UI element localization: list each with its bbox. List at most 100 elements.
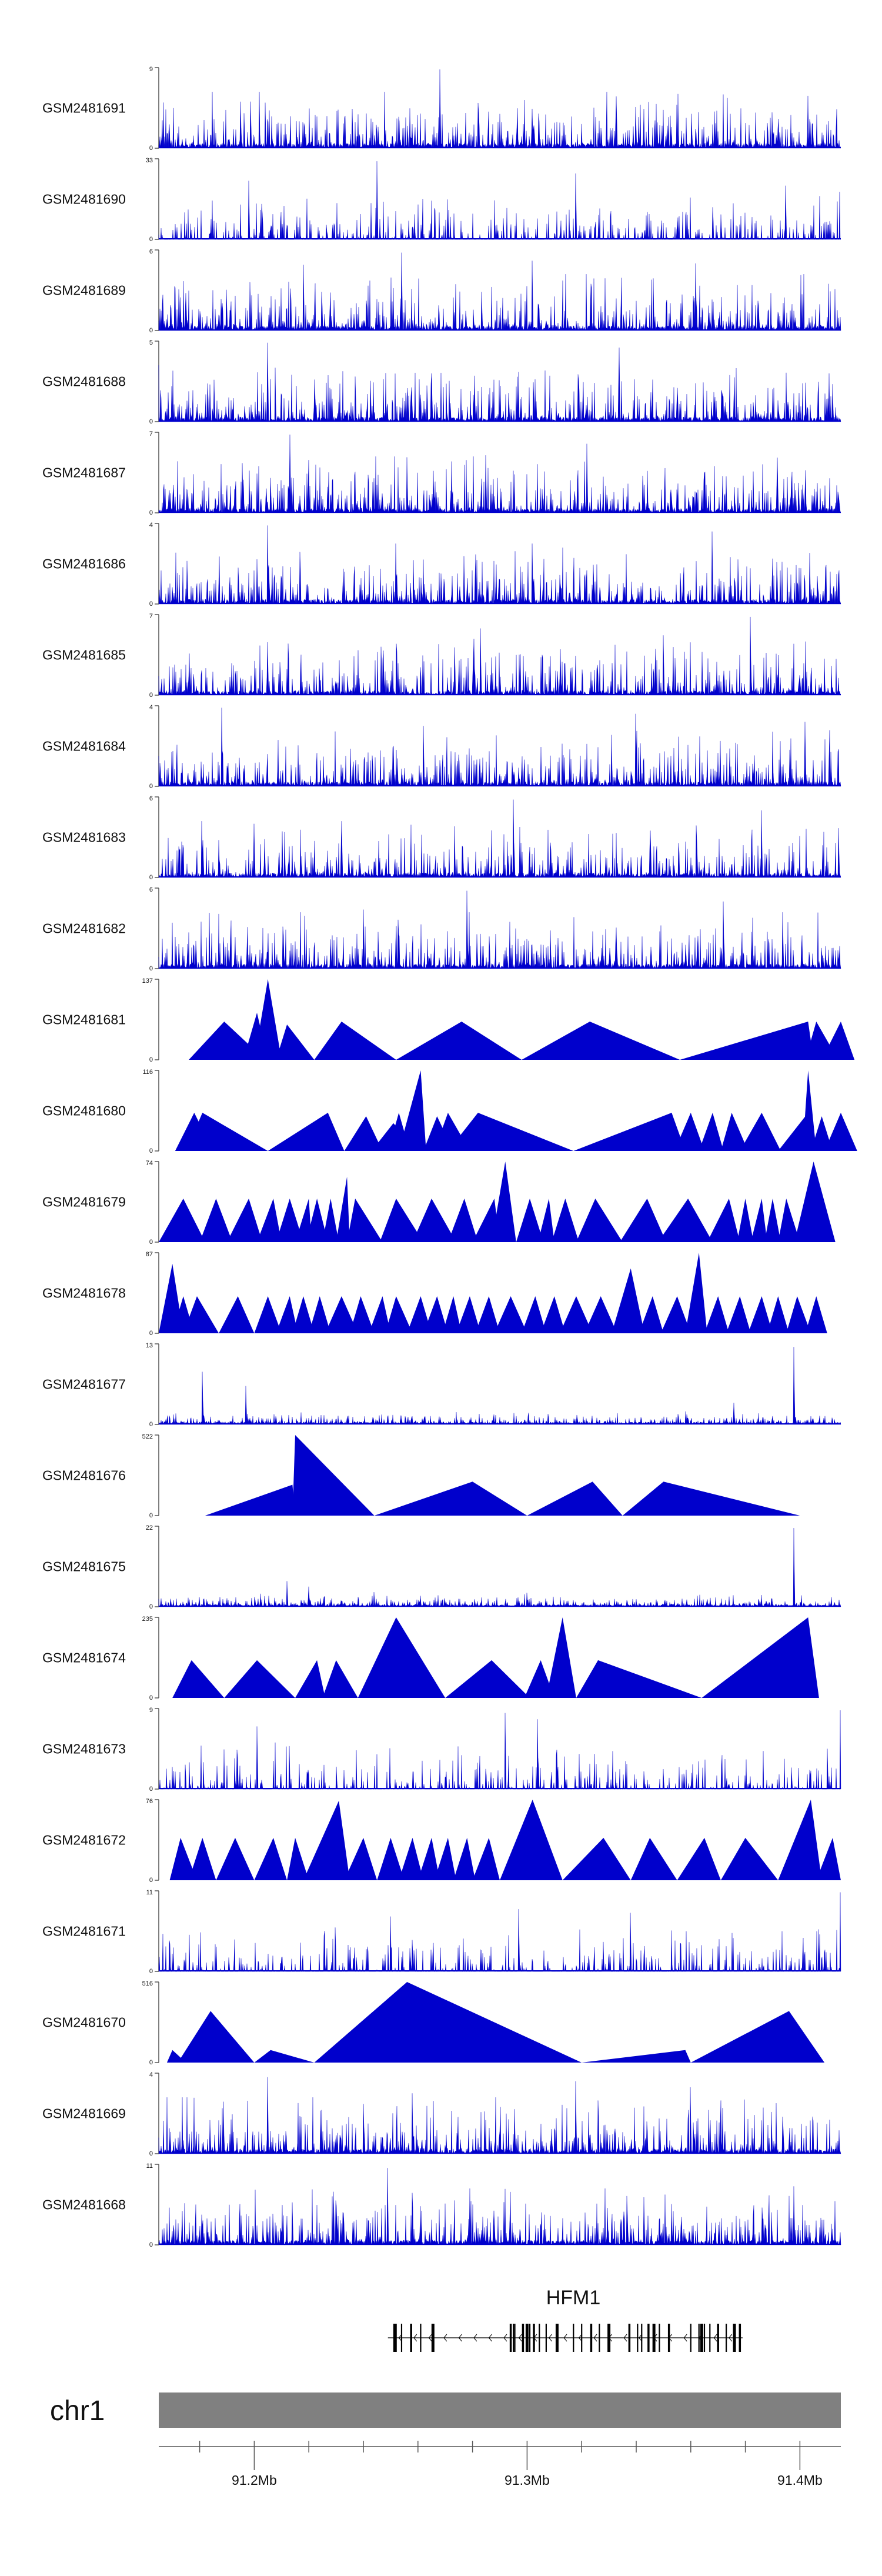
gene-exon (555, 2324, 559, 2352)
y-tick-label: 4 (149, 2071, 153, 2078)
strand-chevron-icon (473, 2334, 477, 2342)
coverage-peak (794, 1162, 836, 1242)
coverage-peak (445, 1660, 530, 1698)
coverage-peak (377, 1837, 405, 1880)
coverage-area (158, 799, 841, 878)
track-GSM2481669: GSM2481669 4 0 (42, 2071, 841, 2157)
track-GSM2481689: GSM2481689 6 0 (42, 248, 841, 334)
strand-chevron-icon (669, 2334, 673, 2342)
coverage-peak (750, 1198, 767, 1242)
coverage-peak (562, 1837, 631, 1880)
y-tick-label: 0 (149, 2241, 153, 2248)
track-label: GSM2481677 (42, 1377, 126, 1392)
y-tick-label: 0 (149, 2059, 153, 2066)
coverage-peak (292, 1435, 375, 1516)
coverage-peak (268, 1113, 345, 1151)
strand-chevron-icon (413, 2334, 417, 2342)
strand-chevron-icon (518, 2334, 522, 2342)
coverage-peak (720, 1837, 779, 1880)
coverage-area (158, 69, 841, 149)
track-label: GSM2481675 (42, 1559, 126, 1574)
coverage-peak (726, 1296, 751, 1333)
coverage-peak (159, 1263, 183, 1333)
coverage-peak (199, 1198, 233, 1242)
coverage-peak (369, 1296, 391, 1333)
y-tick-label: 0 (149, 1603, 153, 1610)
track-label: GSM2481669 (42, 2106, 126, 2121)
coverage-area (158, 708, 841, 787)
track-GSM2481690: GSM2481690 33 0 (42, 157, 841, 243)
coverage-peak (620, 1198, 667, 1242)
gene-exon (509, 2324, 512, 2352)
gene-model (387, 2324, 743, 2352)
coverage-peak (254, 2050, 315, 2063)
coverage-peak (159, 1198, 205, 1242)
coverage-peak (186, 1113, 268, 1151)
gene-exon (700, 2324, 703, 2352)
track-GSM2481686: GSM2481686 4 0 (42, 522, 841, 608)
track-GSM2481676: GSM2481676 522 0 (42, 1433, 800, 1519)
y-tick-label: 76 (146, 1798, 153, 1805)
track-GSM2481691: GSM2481691 9 0 (42, 66, 841, 152)
strand-chevron-icon (503, 2334, 507, 2342)
coverage-peak (805, 1296, 827, 1333)
coverage-peak (276, 1025, 315, 1060)
coverage-area (158, 1710, 841, 1790)
coverage-peak (227, 1198, 263, 1242)
track-label: GSM2481674 (42, 1650, 126, 1666)
coverage-baseline (159, 785, 841, 786)
y-tick-label: 22 (146, 1524, 153, 1531)
gene-exon (420, 2324, 422, 2352)
coverage-peak (516, 1198, 544, 1242)
coverage-peak (658, 1198, 713, 1242)
coverage-peak (552, 1198, 579, 1242)
strand-chevron-icon (578, 2334, 582, 2342)
coverage-peak (764, 1198, 781, 1242)
coverage-peak (584, 1296, 617, 1333)
coverage-peak (680, 1022, 814, 1060)
coverage-peak (677, 1837, 721, 1880)
strand-chevron-icon (443, 2334, 447, 2342)
track-label: GSM2481680 (42, 1103, 126, 1119)
coverage-peak (582, 2050, 691, 2063)
coverage-peak (704, 1296, 729, 1333)
y-tick-label: 0 (149, 1330, 153, 1337)
coverage-baseline (159, 329, 841, 331)
track-label: GSM2481687 (42, 465, 126, 481)
coverage-peak (537, 1198, 554, 1242)
coverage-peak (699, 1113, 724, 1151)
y-tick-label: 0 (149, 1786, 153, 1793)
y-tick-label: 0 (149, 1877, 153, 1884)
track-GSM2481673: GSM2481673 9 0 (42, 1707, 841, 1793)
y-tick-label: 7 (149, 431, 153, 438)
coverage-area (158, 890, 841, 969)
coverage-peak (816, 1837, 841, 1880)
y-tick-label: 5 (149, 339, 153, 346)
coverage-peak (442, 1296, 462, 1333)
coverage-area (158, 161, 841, 240)
track-GSM2481681: GSM2481681 137 0 (42, 977, 855, 1063)
coverage-peak (314, 1982, 582, 2063)
coverage-peak (385, 1296, 413, 1333)
coverage-baseline (159, 1423, 841, 1424)
coverage-peak (748, 1296, 773, 1333)
gene-exon (739, 2324, 741, 2352)
coverage-peak (560, 1296, 593, 1333)
coverage-baseline (159, 876, 841, 877)
x-tick-label: 91.2Mb (232, 2472, 277, 2488)
coverage-area (158, 616, 841, 696)
track-GSM2481680: GSM2481680 116 0 (42, 1069, 857, 1154)
y-tick-label: 9 (149, 1707, 153, 1714)
strand-chevron-icon (428, 2334, 432, 2342)
coverage-peak (524, 1660, 554, 1698)
genome-axis: 91.2Mb 91.3Mb 91.4Mb (159, 2441, 841, 2488)
strand-chevron-icon (398, 2334, 402, 2342)
gene-track: HFM1 (387, 2287, 743, 2352)
coverage-peak (720, 1113, 749, 1151)
coverage-peak (622, 1481, 800, 1516)
gene-exon (395, 2324, 397, 2352)
coverage-peak (399, 1837, 424, 1880)
y-tick-label: 11 (146, 2163, 153, 2170)
coverage-peak (309, 1296, 331, 1333)
coverage-peak (447, 1113, 574, 1151)
